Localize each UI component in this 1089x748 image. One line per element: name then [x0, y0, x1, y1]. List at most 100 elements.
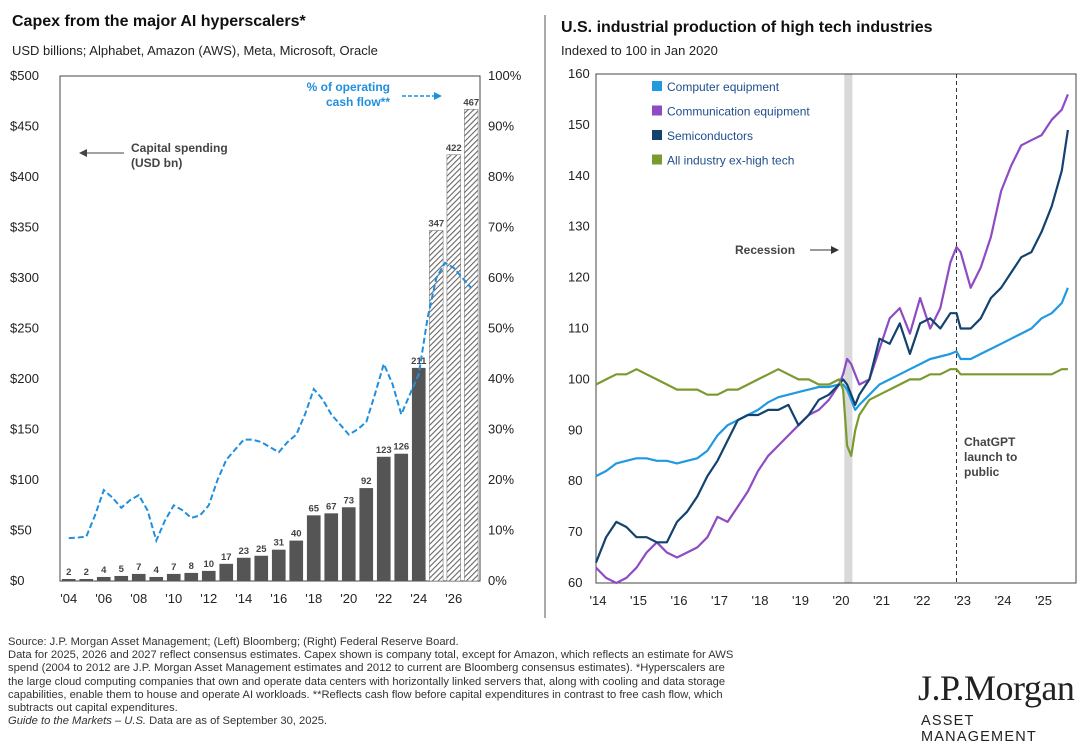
bar	[114, 575, 129, 581]
charts-canvas: $0 $50 $100 $150 $200 $250 $300 $350 $400 $450 $50…	[10, 15, 1077, 618]
right-chart-x-tick-label: '21	[873, 593, 890, 608]
bar	[359, 488, 374, 581]
legend-swatch	[652, 130, 662, 140]
bar-data-label: 7	[171, 562, 176, 573]
chatgpt-label: ChatGPT	[964, 435, 1016, 449]
recession-band	[844, 74, 853, 583]
bar	[464, 109, 479, 582]
right-y-tick-label: 70%	[488, 220, 514, 235]
left-chart: $0 $50 $100 $150 $200 $250 $300 $350 $400 $450 $50…	[10, 68, 522, 606]
x-tick-label: '14	[235, 591, 252, 606]
footnote-line: subtracts out capital expenditures.	[8, 702, 178, 715]
bar-data-label: 2	[66, 567, 71, 578]
right-chart-y-tick-label: 90	[568, 422, 582, 437]
bar-data-label: 347	[428, 219, 444, 230]
x-tick-label: '04	[60, 591, 77, 606]
capex-arrow-head	[79, 149, 87, 157]
bar	[166, 573, 181, 581]
ocf-annotation: % of operating	[307, 80, 390, 94]
bar-data-label: 123	[376, 445, 392, 456]
x-tick-label: '22	[375, 591, 392, 606]
bar	[184, 572, 199, 581]
bar-data-label: 17	[221, 552, 232, 563]
data-date-line: Guide to the Markets – U.S. Data are as …	[8, 715, 908, 728]
right-chart-subtitle: Indexed to 100 in Jan 2020	[561, 43, 718, 58]
right-y-tick-label: 40%	[488, 371, 514, 386]
right-chart-y-tick-label: 80	[568, 473, 582, 488]
asset-management-label: ASSET MANAGEMENT	[921, 713, 1037, 745]
bar	[219, 563, 234, 581]
legend-swatch	[652, 81, 662, 91]
x-tick-label: '26	[445, 591, 462, 606]
bar-data-label: 4	[101, 565, 107, 576]
legend-swatch	[652, 105, 662, 116]
left-chart-title: Capex from the major AI hyperscalers*	[12, 13, 306, 30]
right-plot-frame	[595, 73, 1077, 584]
right-chart-y-tick-label: 140	[568, 168, 590, 183]
series-line	[594, 129, 1069, 564]
right-chart-x-tick-label: '23	[954, 593, 971, 608]
right-y-tick-label: 90%	[488, 119, 514, 134]
footnote-line: spend (2004 to 2012 are J.P. Morgan Asse…	[8, 662, 725, 675]
right-chart-y-tick-label: 150	[568, 117, 590, 132]
ocf-line	[68, 261, 473, 544]
right-chart-x-tick-label: '20	[833, 593, 850, 608]
right-chart-y-tick-label: 110	[568, 321, 589, 336]
right-y-tick-label: 30%	[488, 422, 514, 437]
right-chart-y-tick-label: 160	[568, 66, 590, 81]
left-y-tick-label: $100	[10, 472, 39, 487]
bar-data-label: 467	[463, 97, 479, 108]
left-y-tick-label: $0	[10, 573, 24, 588]
capex-annotation: Capital spending	[131, 141, 228, 155]
right-chart-x-tick-label: '18	[752, 593, 769, 608]
x-tick-label: '06	[95, 591, 112, 606]
legend-label: Semiconductors	[667, 129, 753, 143]
bar-data-label: 4	[154, 565, 160, 576]
bar	[236, 557, 251, 581]
bar	[289, 540, 304, 581]
bar-data-label: 10	[203, 559, 214, 570]
bar-data-label: 25	[256, 544, 267, 555]
left-y-tick-label: $400	[10, 169, 39, 184]
bar-data-label: 2	[84, 567, 89, 578]
left-chart-subtitle: USD billions; Alphabet, Amazon (AWS), Me…	[12, 43, 378, 58]
footnote-line: Data for 2025, 2026 and 2027 reflect con…	[8, 649, 734, 662]
x-tick-label: '10	[165, 591, 182, 606]
right-chart-x-tick-label: '19	[792, 593, 809, 608]
bar-data-label: 40	[291, 529, 302, 540]
right-chart: 60 70 80 90 100 110 120 130 140 150 160 '14 '15 '16 '1…	[568, 66, 1077, 608]
bar	[411, 367, 426, 581]
chatgpt-label: launch to	[964, 450, 1017, 464]
left-y-tick-label: $200	[10, 371, 39, 386]
right-y-tick-label: 0%	[488, 573, 507, 588]
bar	[149, 576, 164, 581]
bar-data-label: 422	[446, 143, 462, 154]
right-chart-y-tick-label: 100	[568, 371, 590, 386]
right-chart-x-tick-label: '17	[711, 593, 728, 608]
bar	[341, 507, 356, 581]
footnote-line: Source: J.P. Morgan Asset Management; (L…	[8, 636, 459, 648]
right-chart-y-tick-label: 60	[568, 575, 582, 590]
right-chart-title: U.S. industrial production of high tech …	[561, 19, 933, 36]
right-y-tick-label: 10%	[488, 523, 514, 538]
jpmorgan-logo: J.P.Morgan	[918, 668, 1075, 708]
bar-data-label: 211	[411, 356, 427, 367]
left-y-tick-label: $300	[10, 270, 39, 285]
left-y-tick-label: $500	[10, 68, 39, 83]
right-chart-x-tick-label: '16	[671, 593, 688, 608]
bar-data-label: 23	[238, 546, 249, 557]
footnote-line: capabilities, enable them to house and o…	[8, 688, 723, 701]
chatgpt-label: public	[964, 465, 1000, 479]
x-tick-label: '08	[130, 591, 147, 606]
bar-data-label: 67	[326, 501, 337, 512]
right-y-tick-label: 50%	[488, 321, 514, 336]
data-date: Data are as of September 30, 2025.	[146, 715, 328, 728]
left-y-tick-label: $50	[10, 523, 32, 538]
legend-swatch	[652, 154, 662, 165]
bar-data-label: 7	[136, 562, 141, 573]
right-y-tick-label: 60%	[488, 270, 514, 285]
footnotes: Source: J.P. Morgan Asset Management; (L…	[8, 636, 908, 728]
bar-data-label: 92	[361, 476, 372, 487]
bar	[324, 513, 339, 581]
right-chart-x-tick-label: '24	[995, 593, 1012, 608]
